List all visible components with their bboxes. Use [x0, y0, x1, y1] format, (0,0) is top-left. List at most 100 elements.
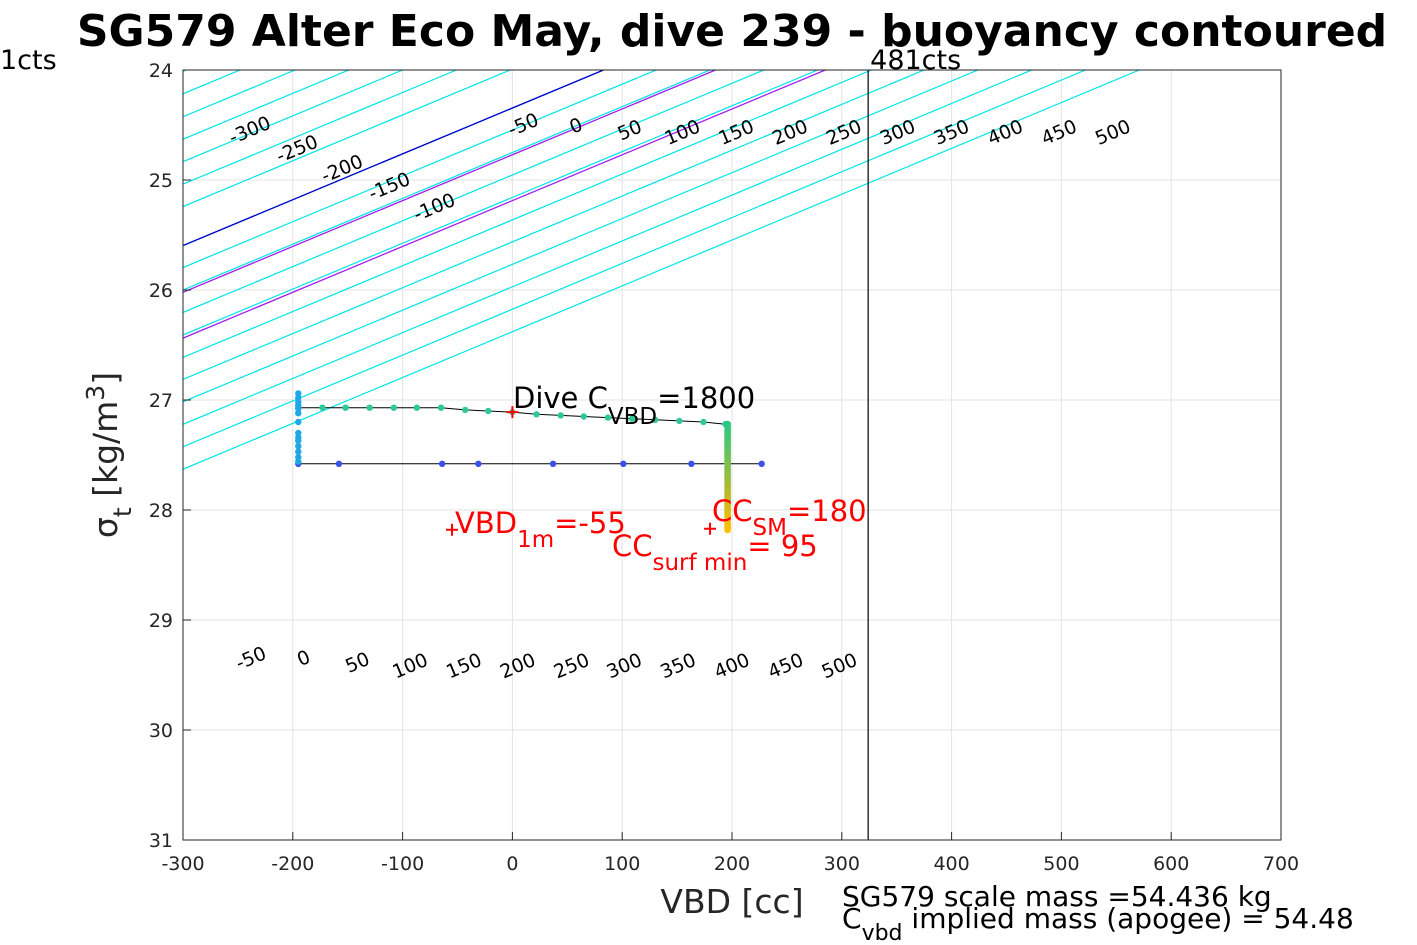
implied-mass-sub: vbd [862, 921, 903, 945]
data-point [413, 404, 421, 411]
cc-surf-suffix: = 95 [747, 529, 817, 563]
zero-line [183, 70, 604, 247]
data-point [295, 448, 302, 455]
contour-line [183, 70, 1140, 470]
data-point [549, 460, 557, 467]
x-axis-label: VBD [cc] [660, 882, 803, 921]
y-axis-unit: [kg/m [86, 401, 125, 508]
x-tick-label: -200 [271, 853, 314, 875]
cc-sm-suffix: =180 [787, 494, 867, 528]
x-tick-label: -100 [381, 853, 424, 875]
data-point [295, 394, 302, 401]
contour-line [183, 70, 979, 403]
contour-line [183, 70, 872, 359]
data-point [557, 412, 564, 419]
contour-line [183, 70, 1086, 448]
cc-sm-marker [704, 522, 717, 535]
data-point [485, 407, 492, 415]
y-tick-label: 28 [149, 500, 173, 522]
x-tick-label: 300 [824, 853, 860, 875]
y-axis-sub: t [108, 507, 137, 517]
data-point [390, 404, 398, 411]
contour-line [0, 70, 79, 840]
cc-sm-annotation: CCSM=180 [712, 494, 867, 541]
data-point [438, 460, 446, 467]
markers [446, 406, 717, 536]
cc-surf-annotation: CCsurf min= 95 [612, 529, 818, 576]
vbd-1m-prefix: VBD [455, 506, 517, 540]
dive-cvbd-prefix: Dive C [513, 381, 608, 415]
scale-mass-text: SG579 scale mass =54.436 kg [842, 880, 1272, 913]
x-tick-label: 0 [506, 853, 518, 875]
data-point [295, 458, 302, 465]
data-point [533, 411, 540, 418]
data-point [651, 416, 659, 423]
data-point [295, 429, 302, 437]
y-tick-label: 25 [149, 170, 173, 192]
cc-sm-sub: SM [753, 515, 787, 541]
implied-mass-text: Cvbd implied mass (apogee) = 54.48 [842, 902, 1354, 945]
contour-line [0, 70, 24, 840]
x-tick-label: 700 [1263, 853, 1299, 875]
data-points [295, 390, 765, 534]
x-tick-label: 100 [604, 853, 640, 875]
data-point [295, 390, 302, 397]
dive-cvbd-sub: VBD [608, 404, 657, 430]
x-tick-label: 200 [714, 853, 750, 875]
axis-ticks: -300 -200 -100 0 100 200 300 400 500 600 700 24 25 26… [149, 60, 1299, 875]
data-point [758, 460, 765, 467]
data-point [461, 406, 469, 414]
contour-line [183, 70, 711, 291]
data-point [604, 414, 612, 421]
vbd-1m-annotation: VBD1m=-55 [455, 506, 626, 553]
cts-line-label: 481cts [870, 45, 961, 76]
contour-line [183, 70, 818, 336]
contour-line [183, 70, 1032, 425]
dive-cvbd-annotation: Dive CVBD=1800 [513, 381, 755, 430]
data-point [295, 410, 302, 417]
data-point [676, 417, 683, 425]
contour-line [183, 70, 925, 381]
y-tick-label: 24 [149, 60, 173, 82]
y-tick-label: 26 [149, 280, 173, 302]
x-tick-label: 400 [933, 853, 969, 875]
contour-line [183, 70, 765, 314]
vbd-1m-suffix: =-55 [554, 506, 626, 540]
plot-area: -300-250-200-150-100-50 0 50 100 150 200 250 30… [0, 60, 1299, 875]
left-cts-label: 1cts [0, 45, 57, 76]
data-point [295, 443, 302, 450]
contour-lines [0, 70, 1140, 840]
special-lines [183, 70, 826, 339]
data-point [342, 404, 349, 411]
data-point [700, 418, 707, 426]
y-axis-sup: 3 [81, 385, 110, 401]
contour-line [183, 70, 657, 269]
cc-sm-prefix: CC [712, 494, 753, 528]
dive-cvbd-marker [506, 406, 519, 419]
data-point [580, 413, 587, 420]
mark-line [183, 70, 716, 293]
data-point [620, 460, 627, 467]
data-point [628, 415, 636, 422]
x-tick-label: 600 [1153, 853, 1189, 875]
apogee-point [724, 526, 732, 534]
dive-cvbd-suffix: =1800 [657, 381, 755, 415]
data-point [366, 404, 373, 411]
y-axis-label: σt [kg/m3] [81, 372, 137, 538]
chart-title: SG579 Alter Eco May, dive 239 - buoyancy… [77, 6, 1387, 57]
data-point [475, 460, 482, 467]
data-point [295, 405, 302, 412]
cc-surf-prefix: CC [612, 529, 653, 563]
data-point [335, 460, 343, 467]
vbd-1m-marker [446, 523, 459, 536]
y-tick-label: 31 [149, 830, 173, 852]
data-point [295, 418, 302, 426]
data-point [688, 460, 695, 467]
data-point [319, 404, 326, 411]
y-tick-label: 30 [149, 720, 173, 742]
data-point [295, 437, 302, 444]
vbd-1m-sub: 1m [517, 527, 554, 553]
x-tick-label: -300 [161, 853, 204, 875]
y-axis-symbol: σ [86, 517, 125, 538]
contour-line [183, 70, 511, 208]
